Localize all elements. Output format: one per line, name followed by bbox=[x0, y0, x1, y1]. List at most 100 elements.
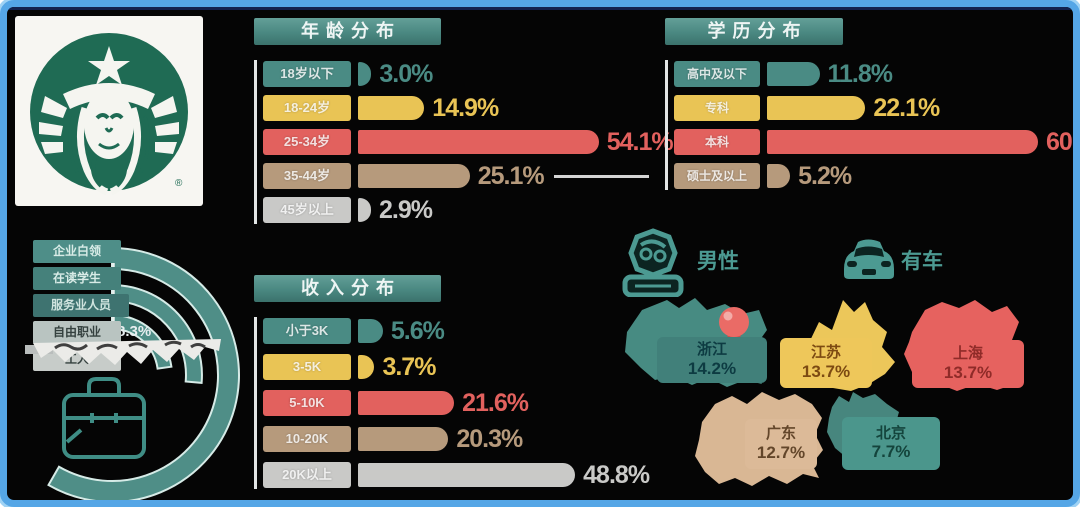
chart-row: 小于3K 5.6% bbox=[263, 317, 684, 345]
bar bbox=[358, 62, 372, 86]
chart-row: 专科 22.1% bbox=[674, 93, 1073, 122]
car-icon bbox=[844, 239, 894, 279]
age-chart: 年龄分布 18岁以下 3.0% 18-24岁 14.9% 25-34岁 54.1… bbox=[254, 18, 684, 230]
registered-mark: ® bbox=[175, 178, 183, 189]
bar-label: 18-24岁 bbox=[263, 95, 351, 121]
bar-label: 3-5K bbox=[263, 354, 351, 380]
legend-item: 服务业人员 bbox=[33, 294, 129, 317]
chart-row: 18岁以下 3.0% bbox=[263, 60, 684, 88]
bar-label: 35-44岁 bbox=[263, 163, 351, 189]
bar-value: 14.9% bbox=[432, 93, 499, 122]
province-name: 上海 bbox=[952, 345, 983, 363]
province-value: 14.2% bbox=[687, 358, 737, 378]
bar-value: 3.7% bbox=[382, 352, 436, 381]
bar-label: 小于3K bbox=[263, 318, 351, 344]
bar bbox=[358, 130, 599, 154]
male-badge-label: 男性 bbox=[697, 250, 739, 273]
province-map bbox=[625, 298, 1021, 486]
bar-label: 本科 bbox=[674, 129, 760, 155]
chart-row: 10-20K 20.3% bbox=[263, 425, 684, 453]
top-divider bbox=[7, 7, 1073, 10]
province-name: 江苏 bbox=[810, 344, 841, 362]
province-value: 12.7% bbox=[756, 442, 806, 462]
income-chart-rows: 小于3K 5.6% 3-5K 3.7% 5-10K 21.6% 10-20K 2… bbox=[254, 317, 684, 489]
income-chart-title: 收入分布 bbox=[254, 275, 441, 302]
bar-value: 21.6% bbox=[462, 388, 529, 417]
age-chart-title: 年龄分布 bbox=[254, 18, 441, 45]
education-chart-rows: 高中及以下 11.8% 专科 22.1% 本科 60.9% 硕士及以上 5.2% bbox=[665, 59, 1078, 190]
province-label-beijing: 北京 7.7% bbox=[842, 417, 940, 470]
bar bbox=[358, 391, 455, 415]
bar-label: 18岁以下 bbox=[263, 61, 351, 87]
leader-line bbox=[553, 174, 649, 178]
car-badge-label: 有车 bbox=[901, 250, 943, 273]
bar-label: 25-34岁 bbox=[263, 129, 351, 155]
bar bbox=[767, 164, 791, 188]
chart-row: 25-34岁 54.1% bbox=[263, 128, 684, 156]
bar bbox=[767, 130, 1038, 154]
chart-row: 35-44岁 25.1% bbox=[263, 162, 684, 190]
bar-value: 2.9% bbox=[379, 195, 433, 224]
legend-item: 自由职业 bbox=[33, 321, 121, 344]
bar-value: 22.1% bbox=[873, 93, 940, 122]
education-chart: 学历分布 高中及以下 11.8% 专科 22.1% 本科 60.9% 硕士及以上… bbox=[665, 18, 1078, 196]
chart-row: 3-5K 3.7% bbox=[263, 353, 684, 381]
bar-value: 25.1% bbox=[477, 161, 545, 190]
income-chart: 收入分布 小于3K 5.6% 3-5K 3.7% 5-10K 21.6% 10-… bbox=[254, 275, 684, 497]
bar-label: 5-10K bbox=[263, 390, 351, 416]
age-chart-rows: 18岁以下 3.0% 18-24岁 14.9% 25-34岁 54.1% 35-… bbox=[254, 60, 684, 224]
province-name: 浙江 bbox=[696, 341, 727, 359]
bar bbox=[358, 96, 425, 120]
chart-row: 5-10K 21.6% bbox=[263, 389, 684, 417]
legend-item: 在读学生 bbox=[33, 267, 121, 290]
province-label-zhejiang: 浙江 14.2% bbox=[657, 337, 767, 383]
bar-label: 专科 bbox=[674, 95, 760, 121]
bar-value: 3.0% bbox=[379, 59, 433, 88]
province-label-jiangsu: 江苏 13.7% bbox=[780, 338, 872, 388]
chart-row: 本科 60.9% bbox=[674, 127, 1078, 156]
bar-value: 11.8% bbox=[827, 59, 894, 88]
male-person-icon bbox=[622, 228, 684, 297]
province-value: 7.7% bbox=[871, 442, 911, 462]
legend-item: 企业白领 bbox=[33, 240, 121, 263]
education-chart-title: 学历分布 bbox=[665, 18, 843, 45]
bar-value: 54.1% bbox=[606, 127, 674, 156]
bar bbox=[358, 319, 383, 343]
chart-row: 高中及以下 11.8% bbox=[674, 59, 1073, 88]
bar-value: 60.9% bbox=[1046, 127, 1078, 156]
bar-value: 20.3% bbox=[456, 424, 523, 453]
province-value: 13.7% bbox=[801, 361, 851, 381]
bar-label: 20K以上 bbox=[263, 462, 351, 488]
glitch-band bbox=[25, 339, 221, 365]
bar bbox=[358, 427, 449, 451]
bar-label: 45岁以上 bbox=[263, 197, 351, 223]
province-label-guangdong: 广东 12.7% bbox=[745, 419, 817, 469]
bar bbox=[358, 355, 375, 379]
starbucks-siren-logo: ® bbox=[30, 33, 188, 196]
bar bbox=[767, 62, 820, 86]
bar-label: 高中及以下 bbox=[674, 61, 760, 87]
bar-value: 48.8% bbox=[583, 460, 650, 489]
radial-value-label: 8.3% bbox=[117, 323, 151, 340]
bar-label: 10-20K bbox=[263, 426, 351, 452]
chart-row: 20K以上 48.8% bbox=[263, 461, 684, 489]
bar bbox=[767, 96, 866, 120]
bar bbox=[358, 164, 470, 188]
briefcase-icon bbox=[62, 377, 146, 459]
radial-ring-outer bbox=[47, 246, 240, 500]
radial-ring-inner bbox=[111, 313, 173, 370]
bar-label: 硕士及以上 bbox=[674, 163, 760, 189]
bar bbox=[358, 198, 371, 222]
scribble-marks bbox=[54, 340, 206, 351]
province-value: 13.7% bbox=[943, 362, 993, 382]
bar-value: 5.2% bbox=[798, 161, 852, 190]
province-label-shanghai: 上海 13.7% bbox=[912, 340, 1024, 388]
chart-row: 硕士及以上 5.2% bbox=[674, 161, 1073, 190]
province-name: 广东 bbox=[765, 425, 796, 443]
bar-value: 5.6% bbox=[390, 316, 445, 345]
chart-row: 45岁以上 2.9% bbox=[263, 196, 684, 224]
chart-row: 18-24岁 14.9% bbox=[263, 94, 684, 122]
bar bbox=[358, 463, 576, 487]
starbucks-logo-tile: ® bbox=[15, 16, 203, 206]
